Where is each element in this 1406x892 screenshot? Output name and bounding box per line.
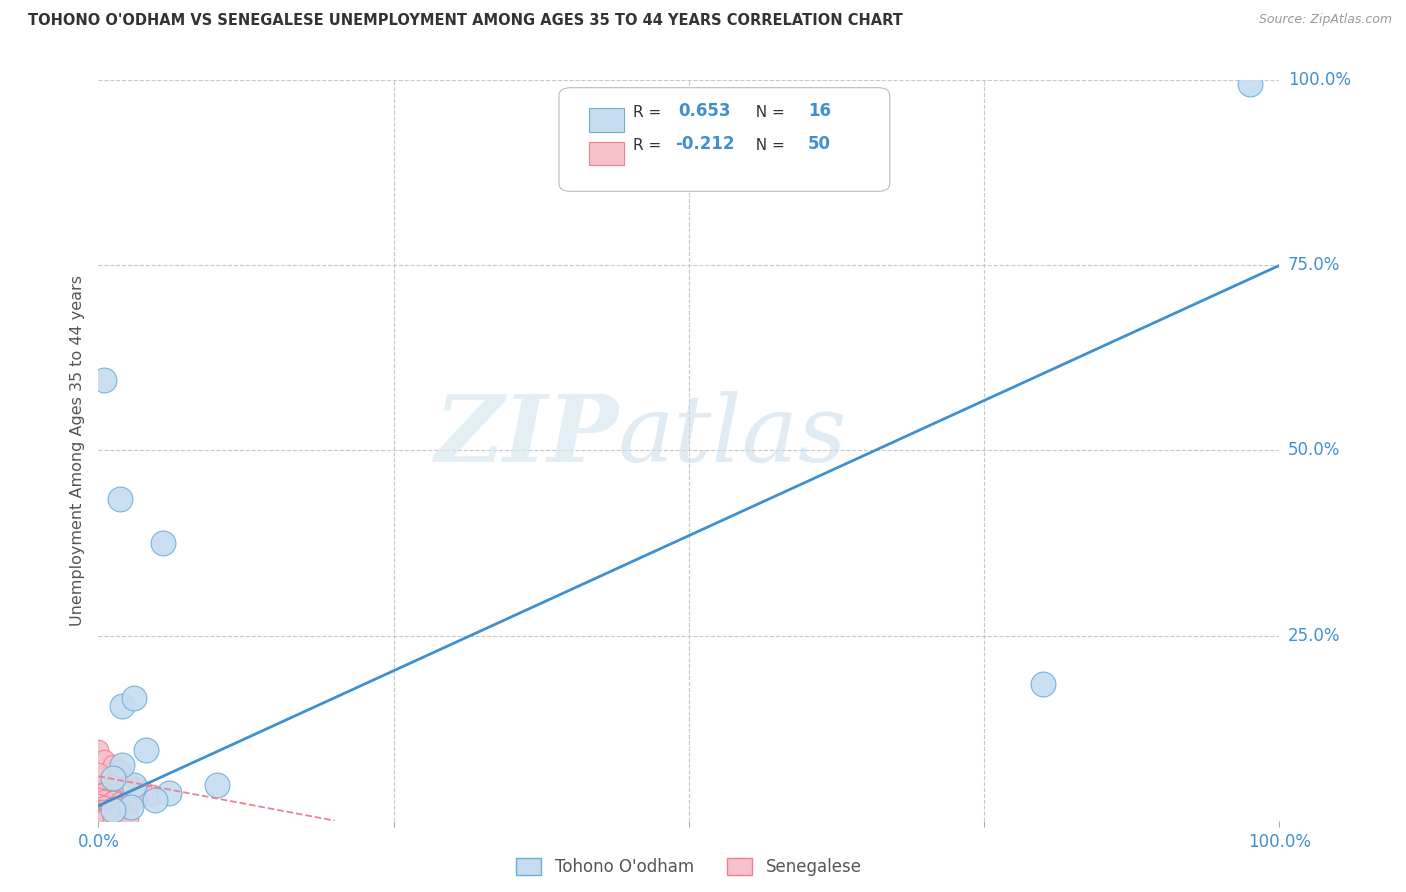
Point	[125, 791, 148, 805]
Point	[93, 793, 115, 807]
Point	[117, 812, 139, 826]
Point	[87, 813, 110, 827]
Point	[87, 811, 110, 825]
Point	[93, 813, 115, 827]
Point	[101, 788, 124, 802]
Text: 16: 16	[808, 102, 831, 120]
FancyBboxPatch shape	[560, 87, 890, 192]
Text: N =: N =	[745, 138, 789, 153]
FancyBboxPatch shape	[589, 109, 624, 132]
Point	[93, 811, 115, 825]
Text: 25.0%: 25.0%	[1288, 626, 1340, 645]
Point	[101, 804, 124, 818]
Text: 100.0%: 100.0%	[1288, 71, 1351, 89]
Point	[93, 809, 115, 823]
Point	[125, 785, 148, 799]
Point	[93, 807, 115, 822]
Point	[101, 771, 124, 785]
Y-axis label: Unemployment Among Ages 35 to 44 years: Unemployment Among Ages 35 to 44 years	[70, 275, 86, 626]
Point	[93, 753, 115, 767]
Point	[1239, 77, 1261, 91]
Point	[87, 808, 110, 822]
Legend: Tohono O'odham, Senegalese: Tohono O'odham, Senegalese	[510, 851, 868, 883]
Point	[108, 491, 131, 506]
Text: atlas: atlas	[619, 391, 848, 481]
Point	[111, 698, 134, 713]
Point	[108, 772, 131, 787]
Point	[101, 794, 124, 808]
Point	[108, 780, 131, 795]
Point	[87, 743, 110, 757]
Point	[122, 778, 145, 792]
Point	[101, 813, 124, 827]
Point	[93, 812, 115, 826]
Point	[108, 785, 131, 799]
Text: -0.212: -0.212	[675, 135, 734, 153]
Point	[87, 765, 110, 780]
Point	[87, 806, 110, 821]
Point	[93, 373, 115, 387]
Point	[132, 788, 155, 802]
Point	[152, 536, 174, 550]
Point	[93, 798, 115, 813]
Text: R =: R =	[634, 104, 666, 120]
Point	[87, 784, 110, 798]
Point	[205, 778, 228, 792]
Point	[87, 797, 110, 812]
Point	[93, 775, 115, 789]
Text: R =: R =	[634, 138, 666, 153]
Point	[111, 758, 134, 772]
Point	[101, 758, 124, 772]
Point	[87, 803, 110, 817]
Point	[93, 785, 115, 799]
Point	[108, 806, 131, 821]
Point	[101, 799, 124, 814]
Point	[101, 807, 124, 822]
Point	[108, 764, 131, 778]
Point	[87, 791, 110, 805]
Text: 0.653: 0.653	[678, 102, 731, 120]
Point	[141, 788, 163, 802]
Point	[117, 793, 139, 807]
Text: Source: ZipAtlas.com: Source: ZipAtlas.com	[1258, 13, 1392, 27]
Point	[1032, 676, 1054, 690]
Text: 75.0%: 75.0%	[1288, 256, 1340, 275]
Point	[108, 795, 131, 809]
Point	[121, 800, 143, 814]
Point	[93, 803, 115, 817]
Point	[117, 782, 139, 797]
Text: ZIP: ZIP	[434, 391, 619, 481]
Point	[87, 812, 110, 826]
Point	[101, 778, 124, 792]
Point	[108, 800, 131, 814]
FancyBboxPatch shape	[589, 142, 624, 165]
Text: 50: 50	[808, 135, 831, 153]
Point	[135, 743, 157, 757]
Point	[87, 771, 110, 785]
Point	[157, 785, 180, 799]
Text: TOHONO O'ODHAM VS SENEGALESE UNEMPLOYMENT AMONG AGES 35 TO 44 YEARS CORRELATION : TOHONO O'ODHAM VS SENEGALESE UNEMPLOYMEN…	[28, 13, 903, 29]
Point	[143, 793, 166, 807]
Point	[122, 691, 145, 706]
Text: 50.0%: 50.0%	[1288, 442, 1340, 459]
Point	[132, 784, 155, 798]
Point	[117, 776, 139, 791]
Point	[101, 810, 124, 824]
Text: N =: N =	[745, 104, 789, 120]
Point	[125, 780, 148, 795]
Point	[101, 803, 124, 817]
Point	[117, 798, 139, 813]
